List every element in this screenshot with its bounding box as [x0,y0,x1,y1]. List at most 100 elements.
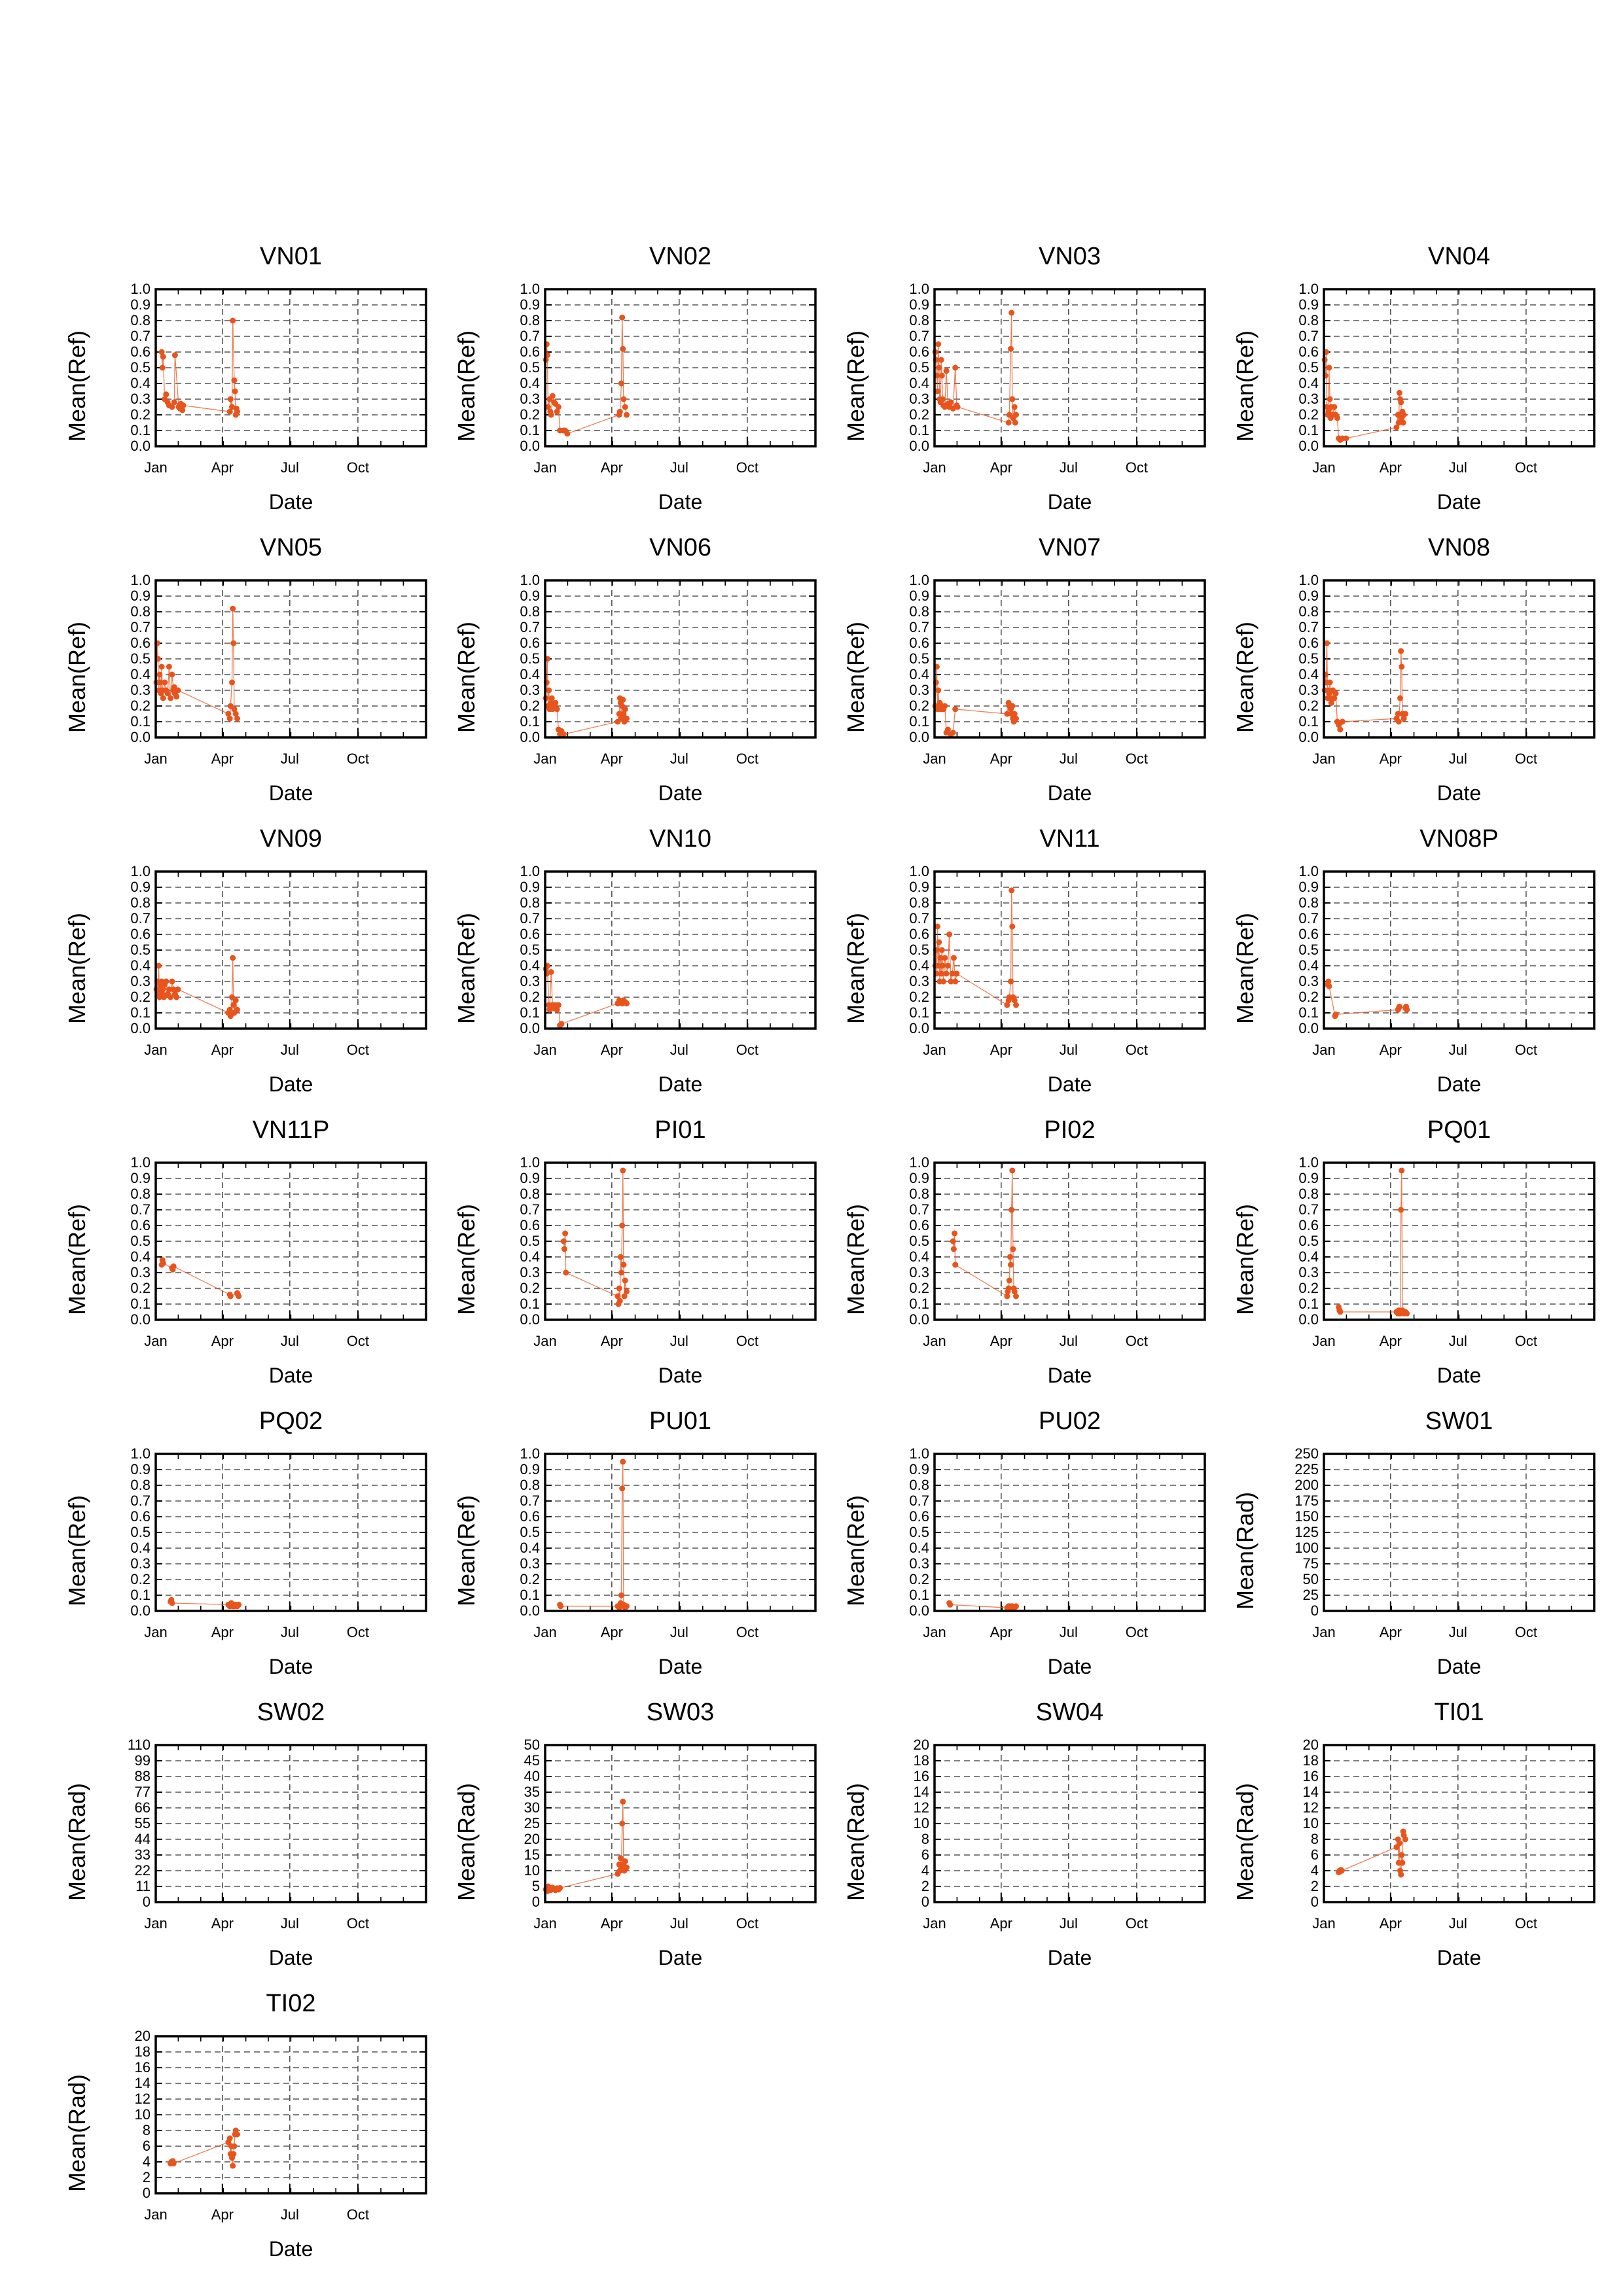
x-tick-label: Jan [144,751,167,767]
x-tick-label: Jul [1060,751,1078,767]
chart-panel: VN02 Date Mean(Ref) 0.0 0.1 0.2 0.3 0.4 0.5 0.6 0.… [429,242,821,537]
y-tick-label: 0.9 [520,588,540,604]
y-tick-label: 0.9 [130,1170,151,1186]
y-tick-label: 0.6 [1298,344,1319,360]
y-tick-label: 0.9 [1298,296,1319,313]
data-point [232,711,239,717]
data-point [1009,1167,1016,1174]
data-point [1008,345,1014,352]
x-tick-label: Jul [670,1915,688,1932]
y-tick-label: 0.2 [130,1280,151,1296]
y-tick-label: 0.2 [909,1280,929,1296]
y-tick-label: 1.0 [1298,572,1319,588]
scatter-plot: 0.00.10.20.30.40.50.60.70.80.91.0 Jan Apr J… [520,1445,817,1640]
data-point [1324,404,1330,410]
y-tick-label: 30 [524,1799,540,1816]
y-tick-label: 0.0 [1298,438,1319,454]
data-point [554,1006,560,1013]
data-point [1009,396,1016,402]
data-point [227,396,234,402]
y-tick-label: 0 [1311,1894,1319,1910]
y-tick-label: 1.0 [130,572,151,588]
x-tick-label: Jul [281,2206,299,2223]
y-tick-label: 0.5 [1298,650,1319,667]
y-tick-label: 1.0 [130,1445,151,1462]
y-tick-label: 0.7 [130,619,151,635]
data-point [1399,1860,1406,1866]
y-tick-label: 0.9 [1298,1170,1319,1186]
y-tick-label: 0.0 [130,1020,151,1036]
x-axis-label: Date [1047,490,1092,514]
data-point [950,1246,957,1252]
y-tick-label: 0.4 [520,666,540,682]
data-point [1398,1207,1404,1213]
y-tick-label: 0.0 [130,729,151,745]
y-tick-label: 0.0 [130,1602,151,1619]
x-tick-label: Oct [347,459,369,476]
data-point [180,402,187,409]
y-tick-label: 0.2 [520,989,540,1005]
y-tick-label: 0.0 [130,1311,151,1328]
y-tick-label: 0.0 [909,1311,929,1328]
y-tick-label: 0.0 [520,1602,540,1619]
y-tick-label: 0.5 [909,1233,929,1249]
x-tick-label: Apr [1380,751,1402,767]
data-point [170,2160,177,2166]
data-point [175,687,181,694]
y-tick-label: 0.4 [909,1540,929,1556]
chart-title: VN07 [1038,534,1101,561]
data-point [620,1167,626,1174]
data-point [554,706,560,713]
y-tick-label: 0.4 [520,375,540,391]
data-point [619,314,626,321]
data-point [1325,408,1332,415]
plot-frame [933,1453,1206,1612]
data-point [561,1246,567,1252]
data-point [1398,648,1404,654]
x-tick-label: Apr [990,1624,1012,1640]
x-tick-label: Jan [144,1333,167,1349]
x-tick-label: Oct [347,751,369,767]
x-tick-label: Apr [990,459,1012,476]
x-tick-label: Jul [281,1624,299,1640]
data-point [160,1260,166,1267]
x-tick-label: Oct [347,1915,369,1932]
data-point [1324,640,1330,646]
data-point [158,349,165,355]
y-tick-label: 0.2 [130,406,151,423]
data-point [232,997,239,1004]
y-tick-label: 6 [143,2138,151,2154]
x-axis-label: Date [658,490,703,514]
data-point [236,1293,242,1299]
y-tick-label: 0.4 [130,666,151,682]
data-point [234,408,240,415]
y-tick-label: 45 [524,1752,540,1769]
y-tick-label: 0.5 [130,1233,151,1249]
y-tick-label: 0.6 [1298,926,1319,942]
plot-frame [544,579,817,739]
x-tick-label: Jul [670,751,688,767]
data-point [620,696,626,703]
y-tick-label: 0.2 [909,406,929,423]
y-tick-label: 0.4 [520,1248,540,1265]
data-point [1325,978,1332,985]
x-axis-label: Date [1436,781,1482,805]
data-point [1404,1310,1410,1316]
data-point [1011,711,1018,717]
data-point [552,699,559,706]
y-tick-label: 0.8 [1298,894,1319,911]
data-point [950,1238,956,1245]
chart-panel: PI02 Date Mean(Ref) 0.0 0.1 0.2 0.3 0.4 0.5 0.6 0.… [818,1116,1211,1410]
scatter-plot: 0.00.10.20.30.40.50.60.70.80.91.0 Jan Apr J… [130,863,427,1058]
y-tick-label: 1.0 [909,1445,929,1462]
data-point [618,1592,624,1598]
data-point [156,671,163,678]
y-tick-label: 0.3 [1298,973,1319,989]
y-tick-label: 0.1 [520,422,540,438]
y-tick-label: 0.1 [909,1004,929,1021]
scatter-plot: 0.00.10.20.30.40.50.60.70.80.91.0 Jan Apr J… [130,1445,427,1640]
data-point [179,407,186,414]
